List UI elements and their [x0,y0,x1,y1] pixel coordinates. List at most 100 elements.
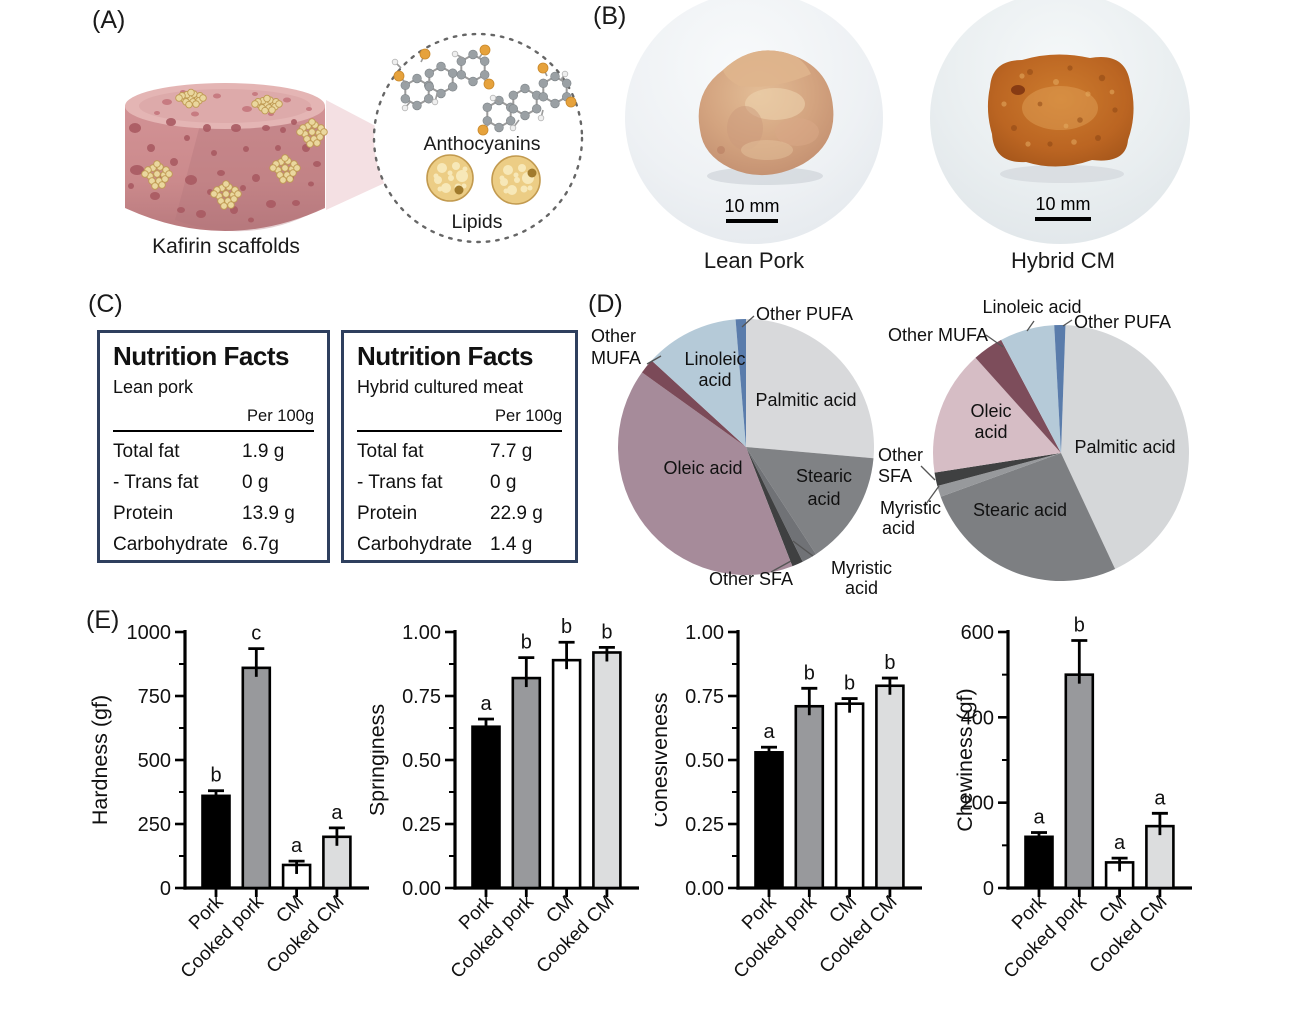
nutrition-column-header: Per 100g [357,407,562,433]
pie-label-oleic-acid: Oleic acid [970,401,1011,442]
y-tick-label: 0.25 [402,814,441,836]
bar-cooked-pork [1064,673,1095,890]
scaffold-shadow [175,106,325,232]
nutrient-name: Protein [357,502,418,524]
sig-letter: c [251,623,261,645]
y-tick-label: 600 [961,622,994,644]
scaffold-pore [217,170,225,176]
carbon-atom [550,71,560,82]
carbon-atom [456,56,466,66]
lipid-vacuole [503,188,509,194]
sig-letter: b [844,673,855,695]
lipid-droplet [222,180,230,188]
y-axis-title: Chewiness (gf) [953,688,977,831]
scaffold-pore [196,210,206,218]
y-tick-label: 0.00 [685,878,724,900]
lipid-vacuole [437,186,443,192]
pie-label-palmitic-acid: Palmitic acid [1074,437,1175,457]
carbon-atom [448,68,458,78]
bar-cooked-cm [875,684,905,890]
pie-leader-other-mufa [646,355,662,365]
scaffold-pore [185,175,197,185]
lipid-vacuole [441,183,451,193]
y-tick-label: 250 [138,814,171,836]
nutrition-row: - Trans fat 0 g [113,467,314,498]
y-tick-label: 0.50 [402,750,441,772]
carbon-atom [468,49,478,60]
y-tick-label: 500 [138,750,171,772]
panel-c-label: (C) [88,290,123,318]
lipid-droplet [275,100,283,108]
lipid-droplet [227,201,235,209]
nutrition-title: Nutrition Facts [113,341,289,371]
scaffold-pore [231,124,241,132]
nutrient-value: 1.9 g [242,440,285,462]
carbon-atom [482,116,492,126]
scaffold-pore [275,145,281,151]
lipid-cluster [175,88,207,109]
pie-slice-other-pufa [735,319,746,447]
panel-d-label: (D) [588,290,623,318]
hydrogen-atom [489,94,497,102]
bar-cm [551,658,582,890]
scaffold-pore [252,174,260,182]
scaffold-pore [150,192,160,200]
y-tick-label: 200 [961,793,994,815]
lipid-vacuole [507,185,517,195]
pie-slice-myristic-acid [746,447,816,562]
pie-label-palmitic-acid: Palmitic acid [755,390,856,410]
lipid-droplet [308,118,316,126]
lipid-droplet [293,164,301,172]
panel-e-label: (E) [86,606,120,634]
scaffold-pore [166,118,176,126]
sig-letter: a [1114,832,1126,854]
hydrogen-atom [509,124,517,132]
lipid-droplet [251,100,259,108]
scaffold-pore [240,185,246,191]
bar-cooked-cm [1145,824,1175,890]
lipid-nucleus [527,168,537,178]
carbon-atom [482,102,492,113]
carbon-atom [494,122,504,133]
scaffold-pore [292,200,300,206]
scaffold-body [125,106,325,231]
carbon-atom [506,116,516,126]
lean-pork-scalebar: 10 mm [712,196,792,223]
scaffold-top-pore [242,106,252,112]
anthocyanins-label: Anthocyanins [423,133,540,155]
nutrition-row: Carbohydrate 1.4 g [357,529,562,560]
nutrient-value: 13.9 g [242,502,295,524]
nutrition-rows: Total fat 7.7 g - Trans fat 0 g Protein 22.9 … [357,436,562,560]
lipid-droplet [220,202,228,210]
oxygen-atom [565,96,577,108]
lipid-vacuole [437,163,447,173]
nutrition-row: Protein 13.9 g [113,498,314,529]
hydrogen-atom [537,114,545,122]
pie-slice-stearic-acid [940,453,1116,582]
lipid-droplet [161,175,169,183]
lipid-droplet [281,154,289,162]
lipid-cluster [296,118,328,148]
nutrient-value: 6.7g [242,533,279,555]
nutrition-table-hybrid-cm: Nutrition Facts Hybrid cultured meat Per… [341,330,578,563]
lipid-droplet [153,160,161,168]
carbon-atom [400,94,410,104]
lipid-droplet [199,94,207,102]
lean-pork-scalebar-line [726,219,778,223]
lipid-droplet [279,176,287,184]
nutrient-name: - Trans fat [357,471,443,493]
nutrition-row: Protein 22.9 g [357,498,562,529]
scaffold-top-pore [154,111,160,115]
scaffold-top-pore [213,93,221,99]
carbon-atom [436,88,446,99]
fatty-acid-pie-right: Palmitic acid Stearic acid Myristic acid Oth… [878,297,1190,582]
y-tick-label: 1.00 [402,622,441,644]
lipid-cluster [251,94,283,115]
scaffold-pore [184,135,190,141]
pie-leader-other-sfa [770,560,792,573]
pie-slice-linoleic-acid [651,319,746,447]
y-tick-label: 0.00 [402,878,441,900]
lipid-droplet [153,170,161,178]
